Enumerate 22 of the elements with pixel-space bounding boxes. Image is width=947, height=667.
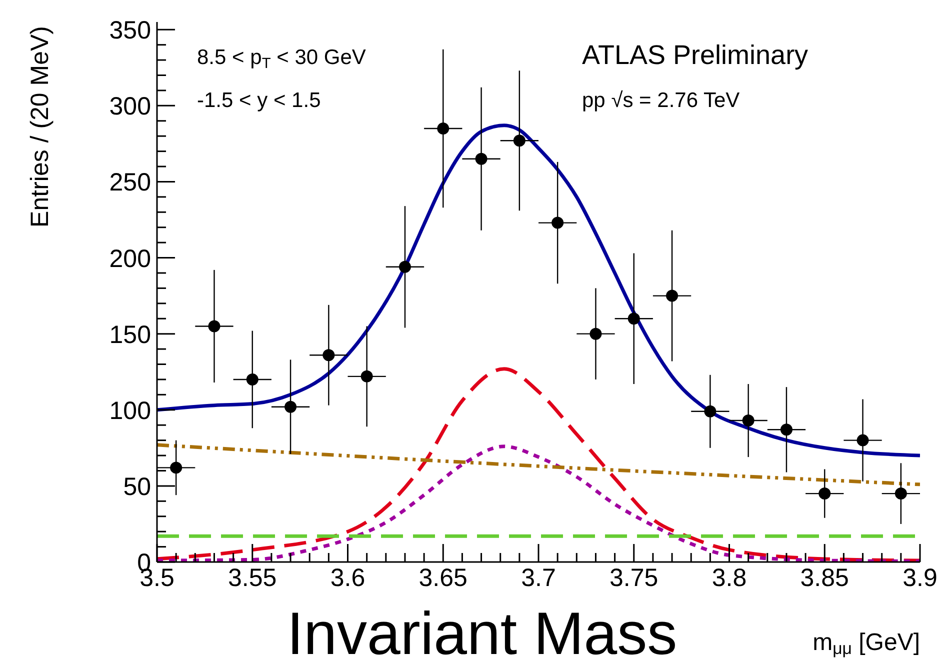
text: Invariant Mass [286,600,678,667]
x-tick-label: 3.85 [800,564,849,592]
y-tick-label: 150 [109,320,151,349]
y-axis-title: Entries / (20 MeV) [26,26,54,228]
x-tick-label: 3.75 [610,564,658,592]
x-tick-label: 3.7 [521,564,556,592]
y-tick-label: 300 [109,92,151,121]
x-tick-label: 3.55 [228,564,277,592]
annotation: -1.5 < y < 1.5 [197,89,321,112]
y-tick-label: 350 [109,16,151,45]
y-tick-label: 100 [109,396,151,425]
x-tick-label: 3.9 [902,564,938,592]
y-tick-label: 50 [123,472,151,501]
x-tick-label: 3.6 [330,564,366,592]
annotation: pp √s = 2.76 TeV [582,89,740,112]
x-axis-title: m$_{μμ}$ [GeV] [812,629,920,658]
y-tick-label: 250 [109,168,151,197]
x-tick-label: 3.8 [712,564,747,592]
x-tick-label: 3.65 [418,564,468,592]
annotation: 8.5 < p$_{T}$ < 30 GeV [197,46,366,72]
y-tick-label: 200 [109,244,151,273]
annotation: ATLAS Preliminary [582,40,809,70]
